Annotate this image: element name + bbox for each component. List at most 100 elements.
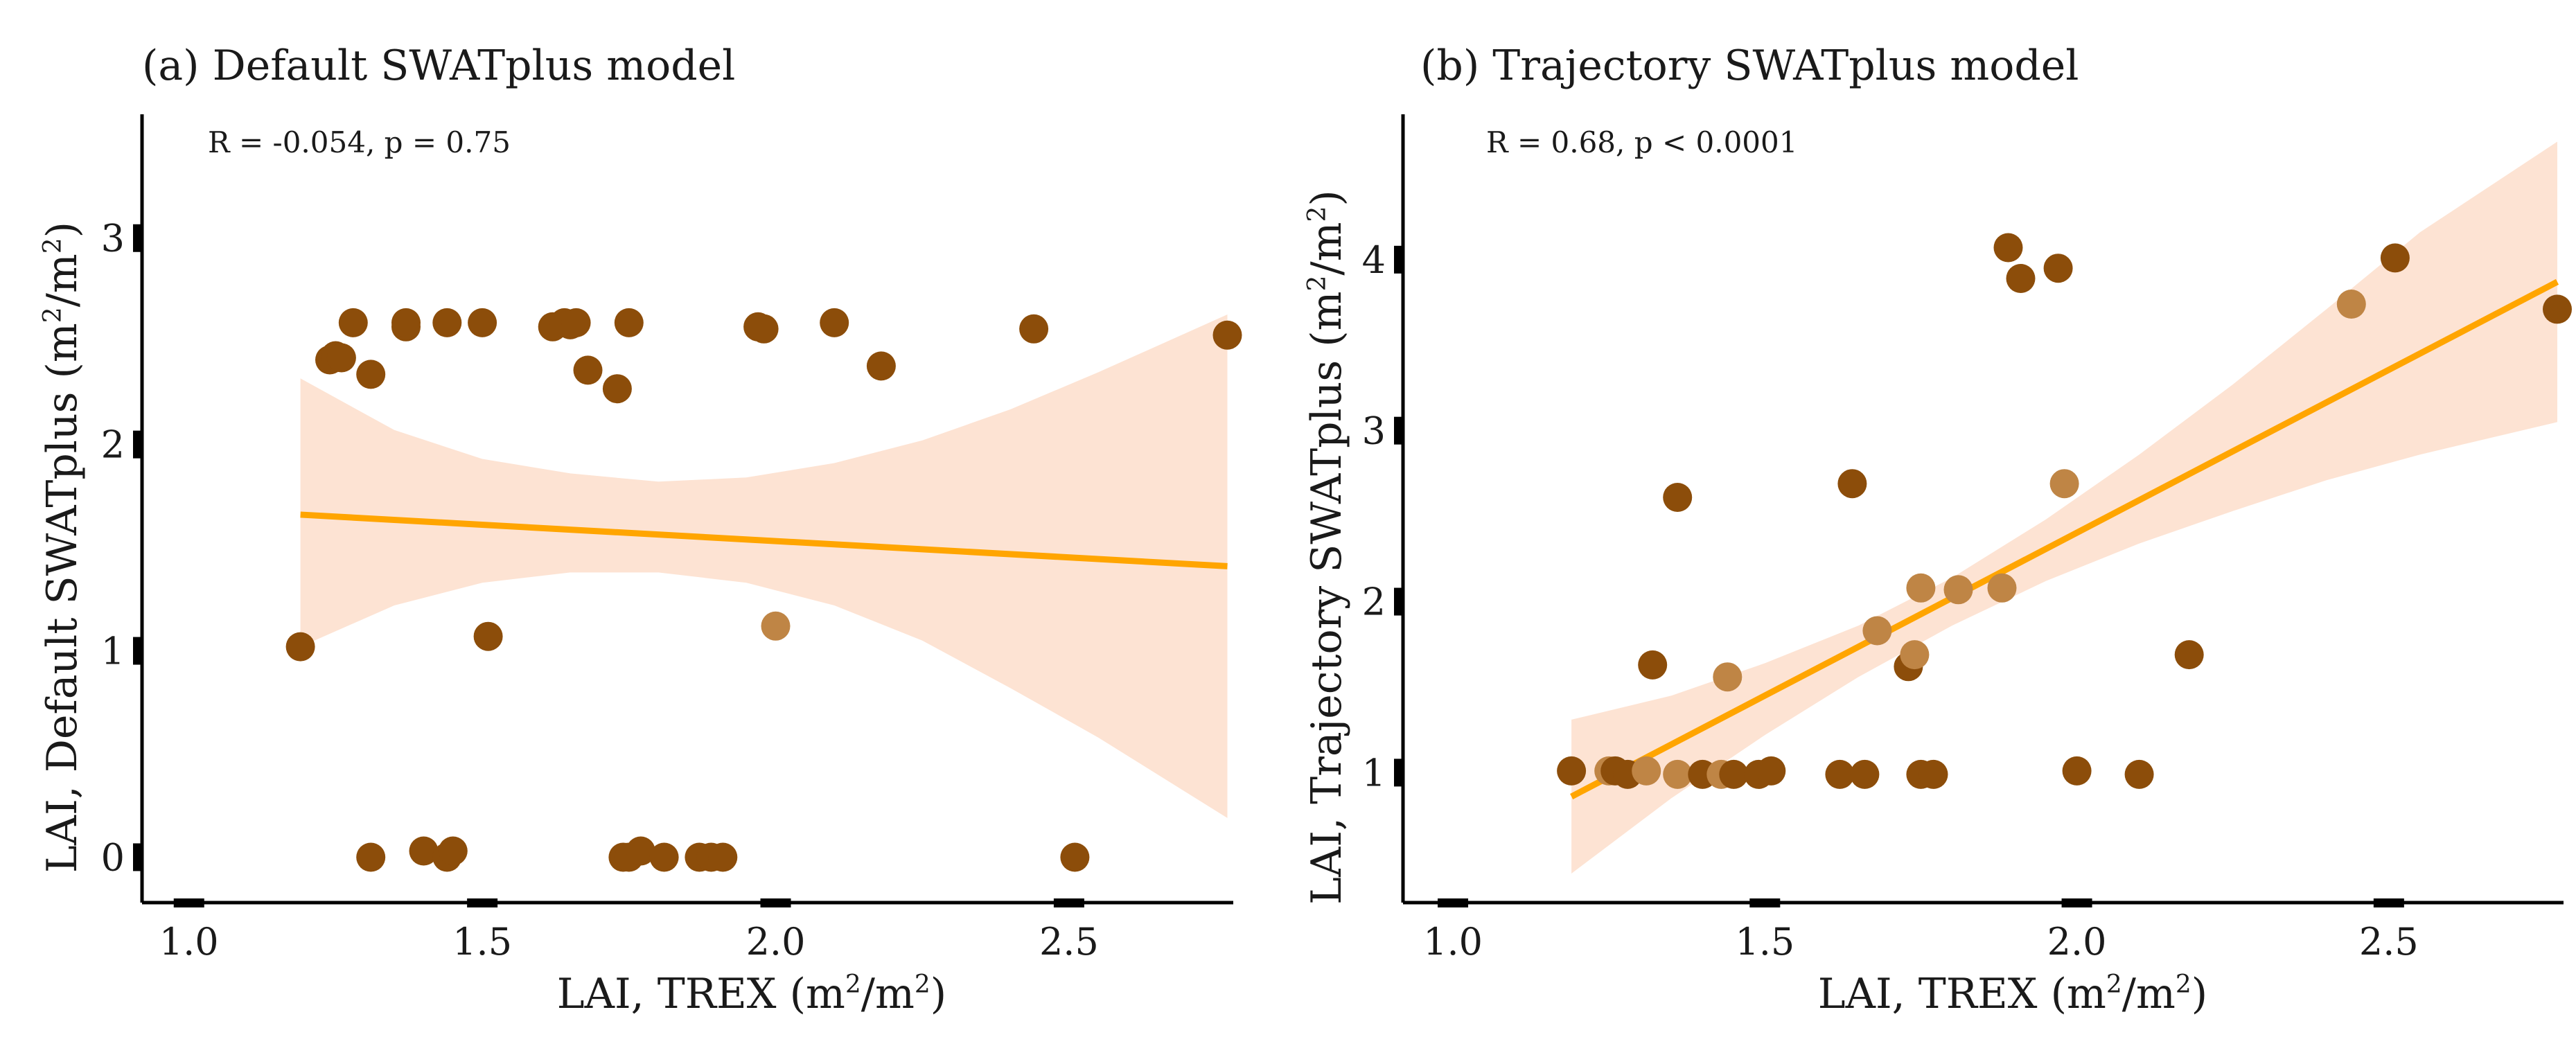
panel-b-data-point — [2006, 264, 2036, 293]
panel-b-y-tick-label: 1 — [1362, 751, 1386, 795]
panel-b-x-tick-label: 2.0 — [2047, 920, 2107, 964]
panel-a-data-point — [285, 632, 315, 662]
panel-a-x-axis-label: LAI, TREX (m2/m2) — [557, 970, 946, 1018]
panel-b-axes: 1.0 1.5 2.0 2.5 1 2 3 4 — [1362, 114, 2564, 964]
panel-a-data-point — [1060, 842, 1090, 872]
panel-a-y-tick-label: 2 — [101, 423, 125, 467]
panel-a-data-point — [473, 621, 503, 651]
panel-a-data-point — [1212, 320, 1242, 350]
panel-b-data-point — [2543, 294, 2572, 324]
panel-b-data-point — [2124, 759, 2154, 789]
panel-b-stat-annotation: R = 0.68, p < 0.0001 — [1486, 125, 1797, 159]
panel-a-points-layer — [285, 308, 1242, 872]
panel-b-data-point — [1719, 759, 1749, 789]
panel-a-stat-annotation: R = -0.054, p = 0.75 — [208, 125, 511, 159]
panel-b-y-tick-label: 3 — [1362, 409, 1386, 453]
panel-a-x-tick-mark — [760, 898, 791, 907]
panel-b-data-point — [2174, 640, 2204, 670]
panel-a-x-tick-label: 2.5 — [1039, 920, 1099, 964]
panel-a-y-tick-label: 0 — [101, 835, 125, 879]
panel-b-data-point — [1663, 759, 1693, 789]
panel-a-data-point — [432, 308, 462, 337]
panel-a-data-point — [749, 314, 779, 344]
panel-a-y-tick-mark — [133, 637, 142, 665]
panel-b-x-tick-label: 1.0 — [1423, 920, 1483, 964]
panel-b-data-point — [1837, 469, 1867, 499]
panel-b-x-tick-label: 1.5 — [1735, 920, 1794, 964]
panel-a-data-point — [573, 355, 603, 385]
panel-a-regression-layer — [300, 511, 1228, 569]
panel-b-data-point — [1918, 759, 1948, 789]
panel-b-data-point — [1993, 233, 2023, 263]
panel-b-title: (b) Trajectory SWATplus model — [1420, 42, 2079, 90]
panel-b-x-axis-label: LAI, TREX (m2/m2) — [1818, 970, 2207, 1018]
panel-a-x-tick-mark — [1053, 898, 1084, 907]
panel-b-y-tick-label: 4 — [1362, 238, 1386, 282]
panel-a-data-point — [602, 374, 632, 404]
panel-a-data-point — [438, 836, 468, 866]
panel-a-data-point — [338, 308, 368, 337]
panel-b-x-tick-label: 2.5 — [2359, 920, 2419, 964]
panel-a-data-point — [649, 842, 679, 872]
panel-b-y-tick-mark — [1394, 245, 1403, 274]
panel-b-y-tick-mark — [1394, 587, 1403, 616]
panel-a-data-point — [468, 308, 497, 337]
panel-b-x-tick-mark — [1749, 898, 1781, 907]
panel-b-data-point — [1943, 575, 1973, 605]
panel-b-y-tick-label: 2 — [1362, 580, 1386, 624]
panel-b-data-point — [2062, 756, 2092, 786]
panel-b-data-point — [2043, 254, 2073, 283]
panel-a-data-point — [356, 842, 386, 872]
panel-a-y-tick-mark — [133, 430, 142, 459]
panel-b-data-point — [1756, 756, 1786, 786]
panel-b-confidence-band — [1571, 141, 2557, 874]
panel-b-y-tick-mark — [1394, 416, 1403, 445]
panel-a-y-tick-mark — [133, 843, 142, 871]
panel-a-y-tick-mark — [133, 224, 142, 252]
panel-b-data-point — [1557, 756, 1587, 786]
panel-b-confidence-band-layer — [1571, 141, 2557, 874]
panel-a-data-point — [356, 360, 386, 389]
panel-b-data-point — [1906, 573, 1936, 603]
panel-b-data-point — [2380, 243, 2410, 273]
panel-b-x-tick-mark — [2373, 898, 2404, 907]
panel-b-data-point — [2049, 469, 2079, 499]
panel-a-data-point — [761, 611, 791, 641]
panel-a-y-tick-label: 1 — [101, 630, 125, 673]
panel-a-y-axis-label: LAI, Default SWATplus (m2/m2) — [38, 222, 87, 873]
panel-b-data-point — [1713, 662, 1743, 692]
panel-a-confidence-band — [300, 314, 1228, 818]
panel-a-data-point — [614, 308, 644, 337]
panel-a-x-tick-label: 1.5 — [452, 920, 512, 964]
panel-b-data-point — [1987, 573, 2017, 603]
panel-b-y-tick-mark — [1394, 759, 1403, 787]
panel-a-data-point — [409, 836, 439, 866]
panel-a-confidence-band-layer — [300, 314, 1228, 818]
panel-a-x-tick-mark — [467, 898, 498, 907]
panel-a-x-tick-label: 1.0 — [159, 920, 219, 964]
panel-a-data-point — [561, 308, 591, 337]
panel-a-x-tick-label: 2.0 — [746, 920, 806, 964]
panel-a-data-point — [866, 351, 896, 381]
panel-b-data-point — [1900, 640, 1930, 670]
panel-b-regression-layer — [1570, 278, 2559, 799]
panel-a-y-tick-label: 3 — [101, 217, 125, 260]
panel-b-data-point — [1850, 759, 1880, 789]
panel-b-x-tick-mark — [2061, 898, 2092, 907]
panel-a-title: (a) Default SWATplus model — [142, 42, 735, 90]
panel-a-x-tick-mark — [173, 898, 204, 907]
panel-a-data-point — [1019, 314, 1049, 344]
panel-b-data-point — [1825, 759, 1855, 789]
panel-b-data-point — [1632, 756, 1661, 786]
panel-a-regression-line — [300, 511, 1228, 569]
panel-a-data-point — [820, 308, 849, 337]
panel-a-data-point — [326, 343, 356, 373]
panel-b-data-point — [1638, 650, 1668, 680]
panel-b-regression-line — [1570, 278, 2559, 799]
panel-a-default-swatplus: (a) Default SWATplus model R = -0.054, p… — [38, 42, 1242, 1018]
panel-b-points-layer — [1557, 233, 2572, 789]
panel-b-data-point — [1663, 483, 1693, 512]
panel-b-data-point — [2336, 290, 2366, 319]
panel-a-axes: 1.0 1.5 2.0 2.5 0 1 2 3 — [101, 114, 1233, 964]
